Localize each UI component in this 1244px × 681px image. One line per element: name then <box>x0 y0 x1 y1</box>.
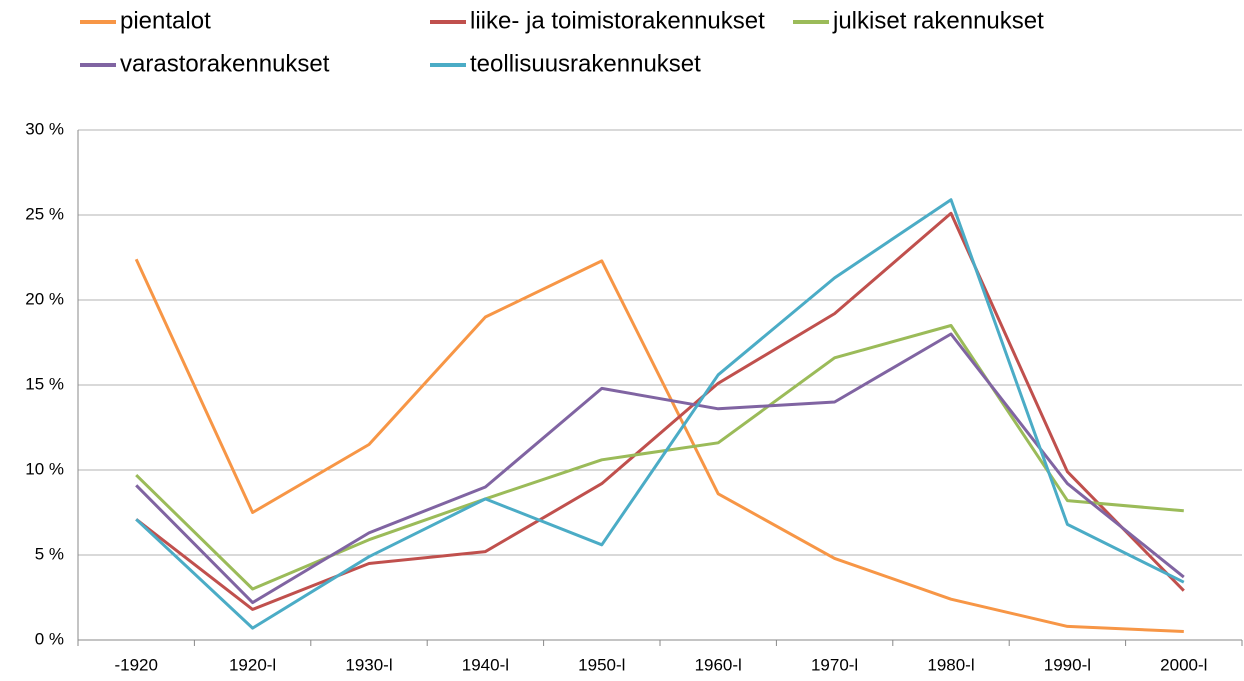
x-tick-label: 1970-l <box>811 655 858 674</box>
series-line <box>135 324 1184 591</box>
legend-label: liike- ja toimistorakennukset <box>470 7 765 34</box>
y-tick-label: 30 % <box>25 119 64 138</box>
x-tick-label: 1920-l <box>229 655 276 674</box>
series-line <box>134 258 1184 633</box>
x-tick-label: 1940-l <box>462 655 509 674</box>
legend-label: teollisuusrakennukset <box>470 50 701 77</box>
legend-label: varastorakennukset <box>120 50 330 77</box>
x-tick-label: 1990-l <box>1044 655 1091 674</box>
x-tick-label: 1980-l <box>927 655 974 674</box>
x-tick-label: 2000-l <box>1160 655 1207 674</box>
y-tick-label: 20 % <box>25 289 64 308</box>
y-tick-label: 15 % <box>25 374 64 393</box>
x-tick-label: -1920 <box>114 655 157 674</box>
legend-label: julkiset rakennukset <box>832 7 1044 34</box>
x-tick-label: 1930-l <box>345 655 392 674</box>
y-tick-label: 0 % <box>35 629 64 648</box>
series-line <box>135 198 1185 630</box>
y-tick-label: 10 % <box>25 459 64 478</box>
x-tick-label: 1960-l <box>695 655 742 674</box>
series-line <box>135 211 1185 611</box>
x-tick-label: 1950-l <box>578 655 625 674</box>
series-line <box>135 332 1185 605</box>
y-tick-label: 25 % <box>25 204 64 223</box>
legend-label: pientalot <box>120 7 211 34</box>
y-tick-label: 5 % <box>35 544 64 563</box>
